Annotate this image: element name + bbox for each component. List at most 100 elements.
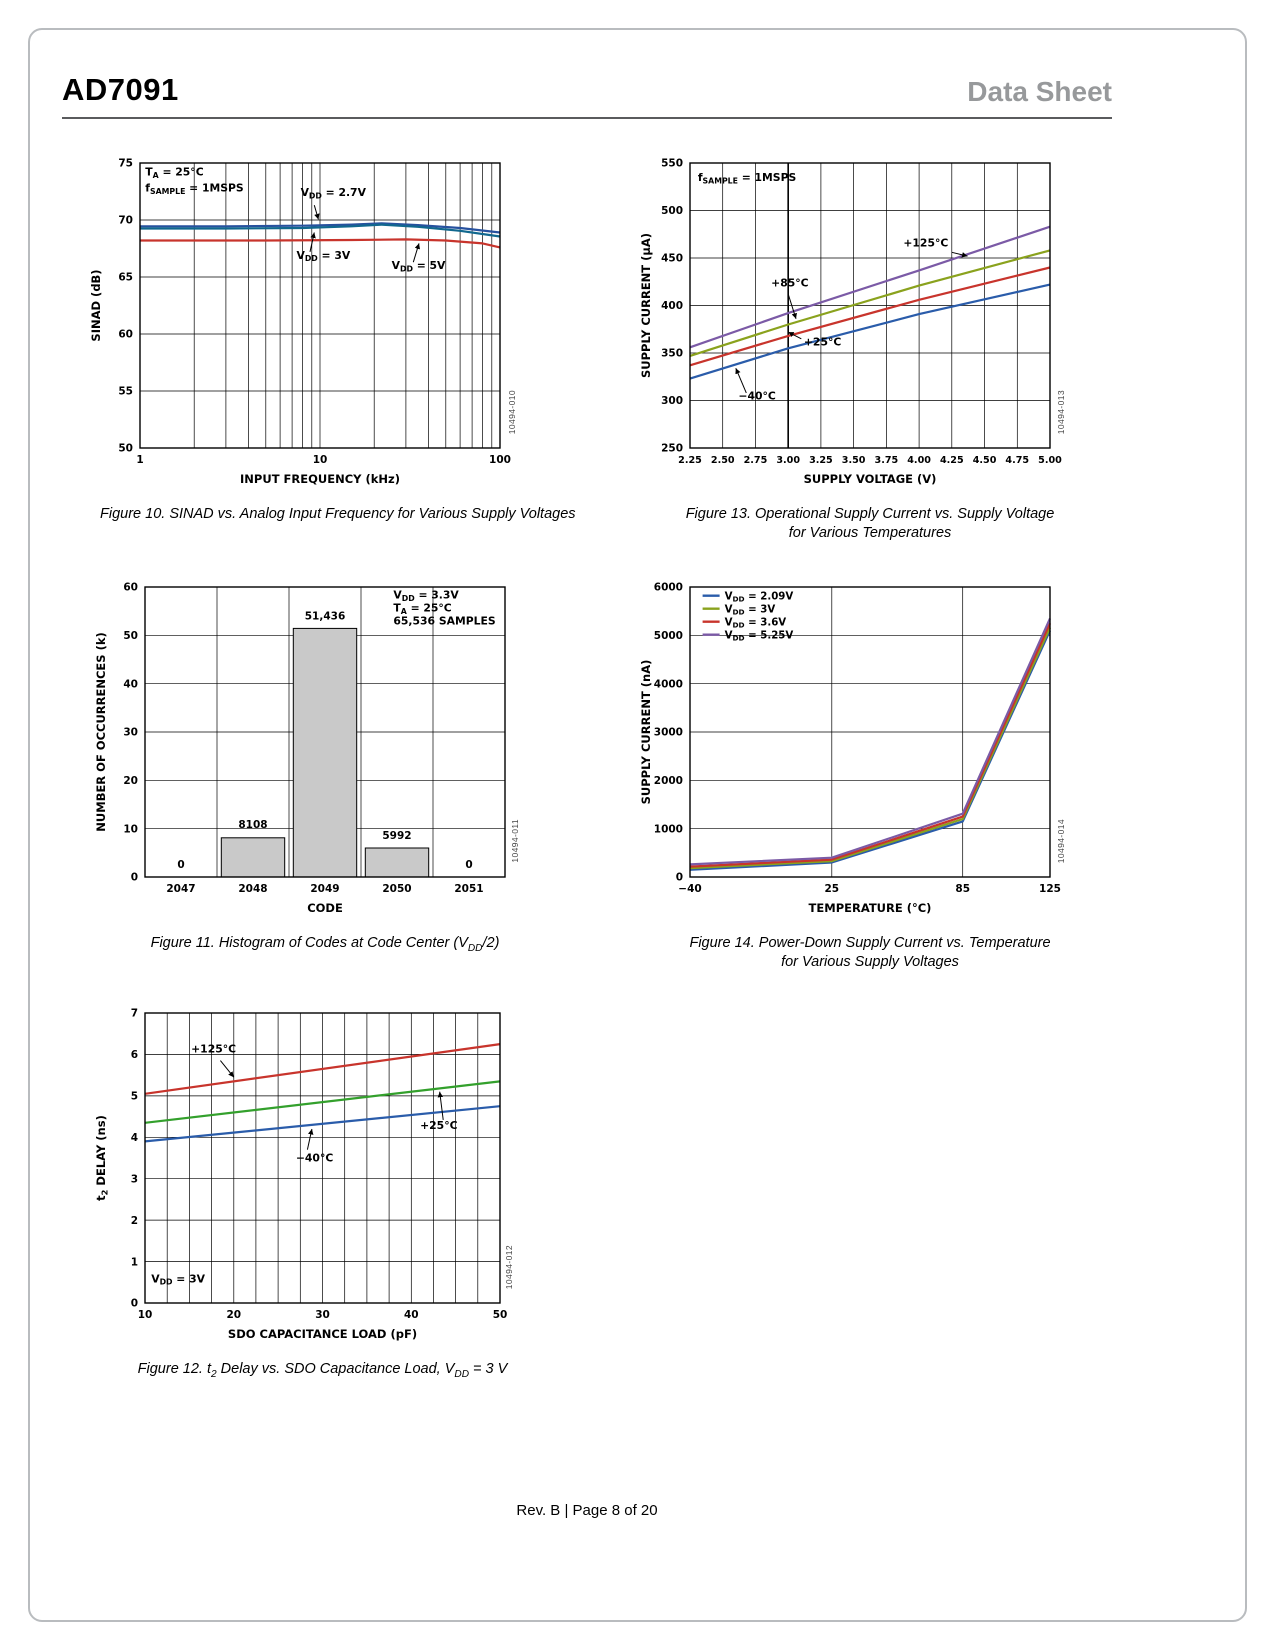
svg-text:4: 4 [131, 1132, 138, 1144]
svg-text:1000: 1000 [654, 823, 683, 835]
svg-text:TA = 25°C: TA = 25°C [145, 166, 203, 180]
svg-text:7: 7 [131, 1008, 138, 1020]
svg-text:+25°C: +25°C [804, 335, 841, 348]
page-header: AD7091 Data Sheet [62, 72, 1112, 119]
svg-text:6: 6 [131, 1049, 138, 1061]
t2-delay-vs-capacitance-chart: 10 20 30 40 50 0 1 2 3 4 5 6 7 SDO CAPACITANCE LOAD (… [94, 1008, 507, 1341]
svg-text:3.75: 3.75 [875, 455, 899, 466]
svg-text:−40°C: −40°C [738, 390, 775, 403]
svg-text:VDD = 3V: VDD = 3V [151, 1272, 205, 1286]
svg-text:VDD = 5.25V: VDD = 5.25V [725, 631, 794, 643]
svg-text:−40°C: −40°C [296, 1151, 333, 1164]
svg-text:SINAD (dB): SINAD (dB) [89, 269, 103, 341]
histogram-of-codes-chart: 2047 2048 2049 2050 2051 0 10 20 30 40 50 60 CODE NUM… [94, 582, 506, 915]
svg-text:70: 70 [118, 215, 133, 227]
svg-text:2051: 2051 [454, 883, 483, 895]
svg-text:t2 DELAY (ns): t2 DELAY (ns) [94, 1115, 110, 1201]
svg-text:TEMPERATURE (°C): TEMPERATURE (°C) [809, 901, 932, 915]
svg-text:55: 55 [118, 386, 133, 398]
svg-text:0: 0 [177, 859, 184, 871]
svg-text:5000: 5000 [654, 630, 683, 642]
figure-11-block: 2047 2048 2049 2050 2051 0 10 20 30 40 50 60 CODE NUM… [60, 572, 545, 955]
svg-text:VDD = 2.09V: VDD = 2.09V [725, 592, 794, 604]
svg-text:2000: 2000 [654, 775, 683, 787]
figure-13-block: 2.25 2.50 2.75 3.00 3.25 3.50 3.75 4.00 4.25 4.50… [640, 148, 1090, 543]
svg-text:5992: 5992 [382, 830, 411, 842]
svg-text:3000: 3000 [654, 727, 683, 739]
svg-text:fSAMPLE = 1MSPS: fSAMPLE = 1MSPS [698, 171, 796, 185]
svg-text:TA = 25°C: TA = 25°C [393, 602, 451, 616]
svg-text:2049: 2049 [310, 883, 339, 895]
supply-current-vs-supply-voltage-chart: 2.25 2.50 2.75 3.00 3.25 3.50 3.75 4.00 4.25 4.50… [640, 158, 1062, 486]
svg-text:3: 3 [131, 1173, 138, 1185]
svg-text:6000: 6000 [654, 582, 683, 594]
svg-text:40: 40 [123, 678, 138, 690]
svg-text:450: 450 [661, 253, 683, 265]
svg-text:10: 10 [313, 454, 328, 466]
figure-12-caption: Figure 12. t2 Delay vs. SDO Capacitance … [137, 1361, 508, 1380]
svg-text:3.25: 3.25 [809, 455, 833, 466]
svg-text:VDD = 3.3V: VDD = 3.3V [393, 589, 459, 603]
figure-11-caption: Figure 11. Histogram of Codes at Code Ce… [150, 935, 500, 954]
svg-text:20: 20 [226, 1309, 241, 1321]
svg-text:300: 300 [661, 395, 683, 407]
svg-text:5: 5 [131, 1091, 138, 1103]
svg-text:SUPPLY CURRENT (µA): SUPPLY CURRENT (µA) [640, 233, 653, 378]
svg-text:2.50: 2.50 [711, 455, 735, 466]
svg-text:85: 85 [955, 883, 970, 895]
svg-text:VDD = 3.6V: VDD = 3.6V [725, 618, 787, 630]
svg-text:20: 20 [123, 775, 138, 787]
svg-text:fSAMPLE = 1MSPS: fSAMPLE = 1MSPS [145, 182, 243, 196]
svg-text:500: 500 [661, 205, 683, 217]
svg-text:0: 0 [131, 872, 138, 884]
svg-text:100: 100 [489, 454, 511, 466]
figure-14-caption: Figure 14. Power-Down Supply Current vs.… [689, 935, 1051, 970]
svg-text:30: 30 [315, 1309, 330, 1321]
product-title: AD7091 [62, 72, 179, 107]
svg-text:2050: 2050 [382, 883, 411, 895]
svg-text:VDD = 2.7V: VDD = 2.7V [301, 186, 367, 200]
svg-text:10: 10 [123, 823, 138, 835]
svg-text:2.75: 2.75 [744, 455, 768, 466]
svg-text:4000: 4000 [654, 678, 683, 690]
svg-text:50: 50 [118, 443, 133, 455]
svg-text:10: 10 [138, 1309, 153, 1321]
svg-text:0: 0 [676, 872, 683, 884]
svg-text:+85°C: +85°C [771, 277, 808, 290]
sinad-vs-input-frequency-chart: 1 10 100 50 55 60 65 70 75 INPUT FREQUENCY (kHz) S… [89, 158, 511, 486]
svg-text:125: 125 [1039, 883, 1061, 895]
svg-text:INPUT FREQUENCY (kHz): INPUT FREQUENCY (kHz) [240, 472, 400, 486]
svg-text:50: 50 [123, 630, 138, 642]
power-down-supply-current-chart: −40 25 85 125 0 1000 2000 3000 4000 5000 6000 TEMPE… [640, 582, 1061, 915]
svg-text:0: 0 [465, 859, 472, 871]
figure-13-code: 10494-013 [1056, 390, 1066, 435]
svg-text:4.00: 4.00 [907, 455, 931, 466]
svg-text:400: 400 [661, 300, 683, 312]
svg-text:SUPPLY CURRENT (nA): SUPPLY CURRENT (nA) [640, 660, 653, 805]
svg-text:60: 60 [118, 329, 133, 341]
svg-text:1: 1 [136, 454, 143, 466]
svg-text:75: 75 [118, 158, 133, 170]
svg-text:4.50: 4.50 [973, 455, 997, 466]
svg-text:VDD = 5V: VDD = 5V [392, 259, 446, 273]
svg-text:4.25: 4.25 [940, 455, 964, 466]
svg-text:25: 25 [825, 883, 840, 895]
svg-text:2: 2 [131, 1215, 138, 1227]
svg-text:51,436: 51,436 [305, 610, 346, 622]
svg-text:+125°C: +125°C [903, 237, 948, 250]
svg-text:4.75: 4.75 [1005, 455, 1029, 466]
svg-text:5.00: 5.00 [1038, 455, 1062, 466]
svg-text:2047: 2047 [166, 883, 195, 895]
figure-11-code: 10494-011 [510, 819, 520, 863]
svg-text:60: 60 [123, 582, 138, 594]
svg-text:65,536 SAMPLES: 65,536 SAMPLES [393, 615, 495, 628]
doc-type-label: Data Sheet [967, 76, 1112, 107]
svg-text:VDD = 3V: VDD = 3V [725, 605, 776, 617]
svg-text:2048: 2048 [238, 883, 267, 895]
svg-text:CODE: CODE [307, 901, 343, 915]
figure-12-block: 10 20 30 40 50 0 1 2 3 4 5 6 7 SDO CAPACITANCE LOAD (… [60, 998, 540, 1381]
svg-text:250: 250 [661, 443, 683, 455]
svg-text:40: 40 [404, 1309, 419, 1321]
svg-text:SDO CAPACITANCE LOAD (pF): SDO CAPACITANCE LOAD (pF) [228, 1327, 417, 1341]
